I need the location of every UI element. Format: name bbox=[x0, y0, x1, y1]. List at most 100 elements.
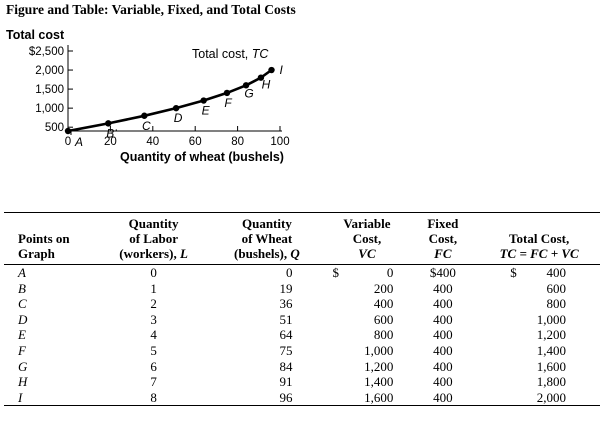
table-row: A 0 0 $0 $400 $400 bbox=[4, 265, 600, 281]
data-point-g bbox=[242, 82, 250, 89]
point-label-h: H bbox=[262, 78, 271, 92]
currency-sign bbox=[333, 296, 343, 312]
x-axis-label: Quantity of wheat (bushels) bbox=[120, 150, 284, 164]
cell-wheat: 19 bbox=[279, 280, 293, 296]
cell-value: 600 bbox=[546, 280, 567, 296]
cell-fc: 400 bbox=[433, 327, 453, 343]
x-tick-label: 100 bbox=[270, 136, 289, 148]
cell-value: 1,400 bbox=[364, 374, 394, 390]
cell-value: 1,600 bbox=[536, 358, 566, 374]
currency-sign bbox=[510, 312, 520, 328]
cell-point: G bbox=[18, 358, 28, 374]
currency-sign bbox=[333, 312, 343, 328]
y-axis-label: Total cost bbox=[6, 28, 65, 42]
cell-tc: 600 bbox=[478, 281, 600, 297]
table-body: A 0 0 $0 $400 $400 B 1 19 200 400 600 C 2 36 400 400 800 D… bbox=[4, 265, 600, 407]
cell-tc: 1,000 bbox=[478, 312, 600, 328]
point-label-g: G bbox=[244, 86, 253, 100]
currency-sign bbox=[333, 390, 343, 406]
cell-value: 1,800 bbox=[536, 374, 566, 390]
cell-fc: 400 bbox=[433, 311, 453, 327]
figure-title: Figure and Table: Variable, Fixed, and T… bbox=[6, 2, 296, 17]
currency-sign bbox=[510, 390, 520, 406]
header-fc: Fixed Cost, FC bbox=[407, 212, 479, 265]
header-tc: Total Cost, TC = FC + VC bbox=[478, 212, 600, 265]
cell-value: 0 bbox=[386, 265, 394, 280]
point-label-a: A bbox=[74, 135, 83, 149]
data-point-i bbox=[268, 66, 275, 74]
cell-value: 800 bbox=[373, 327, 394, 343]
cell-wheat: 84 bbox=[279, 358, 293, 374]
cell-point: F bbox=[18, 342, 26, 358]
cost-table: Points on Graph Quantity of Labor (worke… bbox=[4, 212, 600, 407]
table-row: H 7 91 1,400 400 1,800 bbox=[4, 374, 600, 390]
cell-value: 400 bbox=[373, 296, 394, 312]
cell-value: 1,000 bbox=[536, 311, 566, 327]
cell-fc: 400 bbox=[407, 389, 479, 407]
cell-wheat: 51 bbox=[279, 311, 293, 327]
cell-vc: 1,000 bbox=[327, 343, 408, 359]
cell-vc: 1,600 bbox=[326, 389, 408, 407]
series-label-abbrev: TC bbox=[252, 47, 270, 61]
point-label-d: D bbox=[174, 111, 183, 125]
cell-fc: 400 bbox=[433, 342, 453, 358]
cell-vc: $0 bbox=[327, 265, 408, 281]
cell-wheat: 75 bbox=[279, 342, 293, 358]
x-tick-label: 80 bbox=[231, 136, 244, 148]
header-vc: Variable Cost, VC bbox=[326, 212, 408, 265]
currency-sign bbox=[333, 327, 343, 343]
cell-labor: 3 bbox=[150, 311, 157, 327]
table-row: E 4 64 800 400 1,200 bbox=[4, 327, 600, 343]
table-row: G 6 84 1,200 400 1,600 bbox=[4, 359, 600, 375]
currency-sign bbox=[333, 374, 343, 390]
currency-sign bbox=[510, 359, 520, 375]
cell-tc: 1,200 bbox=[478, 327, 600, 343]
cell-value: 200 bbox=[373, 280, 394, 296]
cell-labor: 2 bbox=[150, 296, 157, 312]
cell-value: 1,200 bbox=[536, 327, 566, 343]
currency-sign bbox=[333, 343, 343, 359]
table-row: C 2 36 400 400 800 bbox=[4, 296, 600, 312]
cell-vc: 1,400 bbox=[327, 374, 408, 390]
header-labor: Quantity of Labor (workers), L bbox=[99, 212, 208, 265]
currency-sign bbox=[333, 281, 343, 297]
cell-labor: 7 bbox=[150, 374, 157, 390]
y-tick-label: 1,500 bbox=[35, 84, 64, 96]
cell-value: 1,600 bbox=[364, 389, 394, 405]
data-point-f bbox=[223, 89, 231, 97]
cell-fc: 400 bbox=[433, 358, 453, 374]
x-tick-label: 40 bbox=[146, 136, 159, 148]
cell-point: B bbox=[18, 280, 26, 296]
currency-sign: $ bbox=[510, 265, 517, 280]
table-row: I 8 96 1,600 400 2,000 bbox=[4, 389, 600, 407]
x-tick-label: 20 bbox=[104, 136, 117, 148]
cell-tc: 1,800 bbox=[478, 374, 600, 390]
currency-sign bbox=[333, 359, 343, 375]
cell-vc: 400 bbox=[327, 296, 408, 312]
cell-wheat: 64 bbox=[279, 327, 293, 343]
currency-sign bbox=[510, 327, 520, 343]
currency-sign: $ bbox=[332, 265, 340, 280]
cell-labor: 1 bbox=[150, 280, 157, 296]
currency-sign bbox=[510, 343, 520, 359]
cell-point: C bbox=[18, 296, 27, 312]
header-wheat: Quantity of Wheat (bushels), Q bbox=[207, 212, 327, 265]
y-tick-label: 1,000 bbox=[35, 103, 64, 115]
cell-labor: 4 bbox=[150, 327, 157, 343]
cell-value: 800 bbox=[546, 296, 567, 312]
table-header-row: Points on Graph Quantity of Labor (worke… bbox=[4, 212, 600, 265]
cell-point: I bbox=[4, 389, 100, 407]
cell-vc: 800 bbox=[327, 327, 408, 343]
cell-wheat: 36 bbox=[279, 296, 293, 312]
series-label: Total cost, TC bbox=[192, 47, 269, 61]
point-label-f: F bbox=[224, 96, 232, 110]
y-tick-label: $2,500 bbox=[29, 46, 64, 58]
data-point-h bbox=[257, 74, 265, 81]
cell-value: 1,200 bbox=[364, 358, 394, 374]
total-cost-chart: Total cost 500 1,000 1,500 2,000 $2,500 0 20 40 6… bbox=[6, 28, 290, 164]
point-label-c: C bbox=[142, 119, 151, 133]
table-row: B 1 19 200 400 600 bbox=[4, 281, 600, 297]
cell-value: 1,000 bbox=[364, 342, 394, 358]
cell-value: 400 bbox=[546, 265, 567, 280]
cell-fc: 400 bbox=[433, 296, 453, 312]
